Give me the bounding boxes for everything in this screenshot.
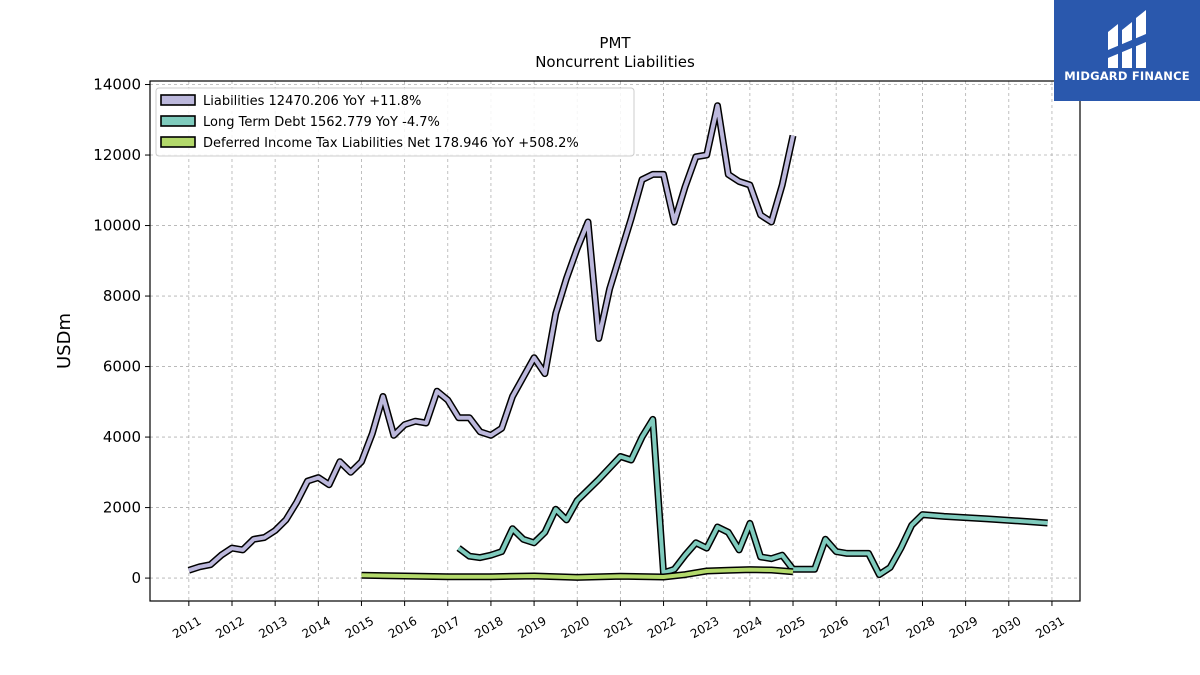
x-tick-label: 2028 xyxy=(904,614,937,641)
x-tick-label: 2012 xyxy=(213,614,246,641)
y-tick-label: 4000 xyxy=(103,428,141,446)
series-0 xyxy=(187,102,797,574)
legend-label: Deferred Income Tax Liabilities Net 178.… xyxy=(203,136,579,151)
x-tick-label: 2022 xyxy=(645,614,678,641)
grid xyxy=(150,81,1080,601)
axes: 2011 2012 2013 2014 2015 2016 2017 2018 2019 2020… xyxy=(93,76,1066,642)
x-tick-label: 2029 xyxy=(947,614,980,641)
series-line-outline xyxy=(187,102,797,574)
x-tick-label: 2021 xyxy=(602,614,635,641)
x-tick-label: 2025 xyxy=(774,614,807,641)
x-tick-label: 2024 xyxy=(731,614,764,641)
legend-swatch xyxy=(160,115,196,127)
series-line-outline xyxy=(456,415,1048,579)
y-tick-label: 0 xyxy=(131,569,141,587)
x-tick-label: 2031 xyxy=(1033,614,1066,641)
legend-swatch xyxy=(160,94,196,106)
chart-subtitle: Noncurrent Liabilities xyxy=(535,53,695,71)
x-tick-label: 2016 xyxy=(386,614,419,641)
legend: Liabilities 12470.206 YoY +11.8% Long Ter… xyxy=(155,87,635,157)
x-tick-label: 2013 xyxy=(256,614,289,641)
series-2 xyxy=(361,566,794,581)
series-line xyxy=(188,103,795,573)
y-tick-label: 6000 xyxy=(103,358,141,376)
x-tick-label: 2030 xyxy=(990,614,1023,641)
legend-swatch xyxy=(160,136,196,148)
x-tick-label: 2027 xyxy=(861,614,894,641)
legend-box xyxy=(155,87,635,157)
plot-lines xyxy=(187,102,1048,581)
plot-frame xyxy=(149,80,1081,602)
series-line xyxy=(457,417,1048,577)
y-tick-label: 2000 xyxy=(103,499,141,517)
x-tick-label: 2019 xyxy=(515,614,548,641)
x-tick-label: 2014 xyxy=(300,614,333,641)
series-line xyxy=(361,567,794,580)
y-tick-label: 12000 xyxy=(93,146,141,164)
x-tick-label: 2017 xyxy=(429,614,462,641)
x-tick-label: 2015 xyxy=(343,614,376,641)
x-tick-label: 2023 xyxy=(688,614,721,641)
x-tick-label: 2026 xyxy=(817,614,850,641)
series-1 xyxy=(456,415,1048,579)
y-tick-label: 10000 xyxy=(93,217,141,235)
legend-label: Liabilities 12470.206 YoY +11.8% xyxy=(203,94,421,109)
y-tick-label: 8000 xyxy=(103,287,141,305)
legend-label: Long Term Debt 1562.779 YoY -4.7% xyxy=(203,115,440,130)
x-tick-label: 2011 xyxy=(170,614,203,641)
x-tick-label: 2018 xyxy=(472,614,505,641)
y-tick-label: 14000 xyxy=(93,76,141,94)
brand-logo: MIDGARD FINANCE xyxy=(1054,0,1200,101)
y-axis-label: USDm xyxy=(54,313,75,369)
x-tick-label: 2020 xyxy=(559,614,592,641)
logo-text: MIDGARD FINANCE xyxy=(1064,69,1190,83)
logo-mark-icon xyxy=(1108,10,1146,68)
chart-title: PMT xyxy=(599,34,631,52)
